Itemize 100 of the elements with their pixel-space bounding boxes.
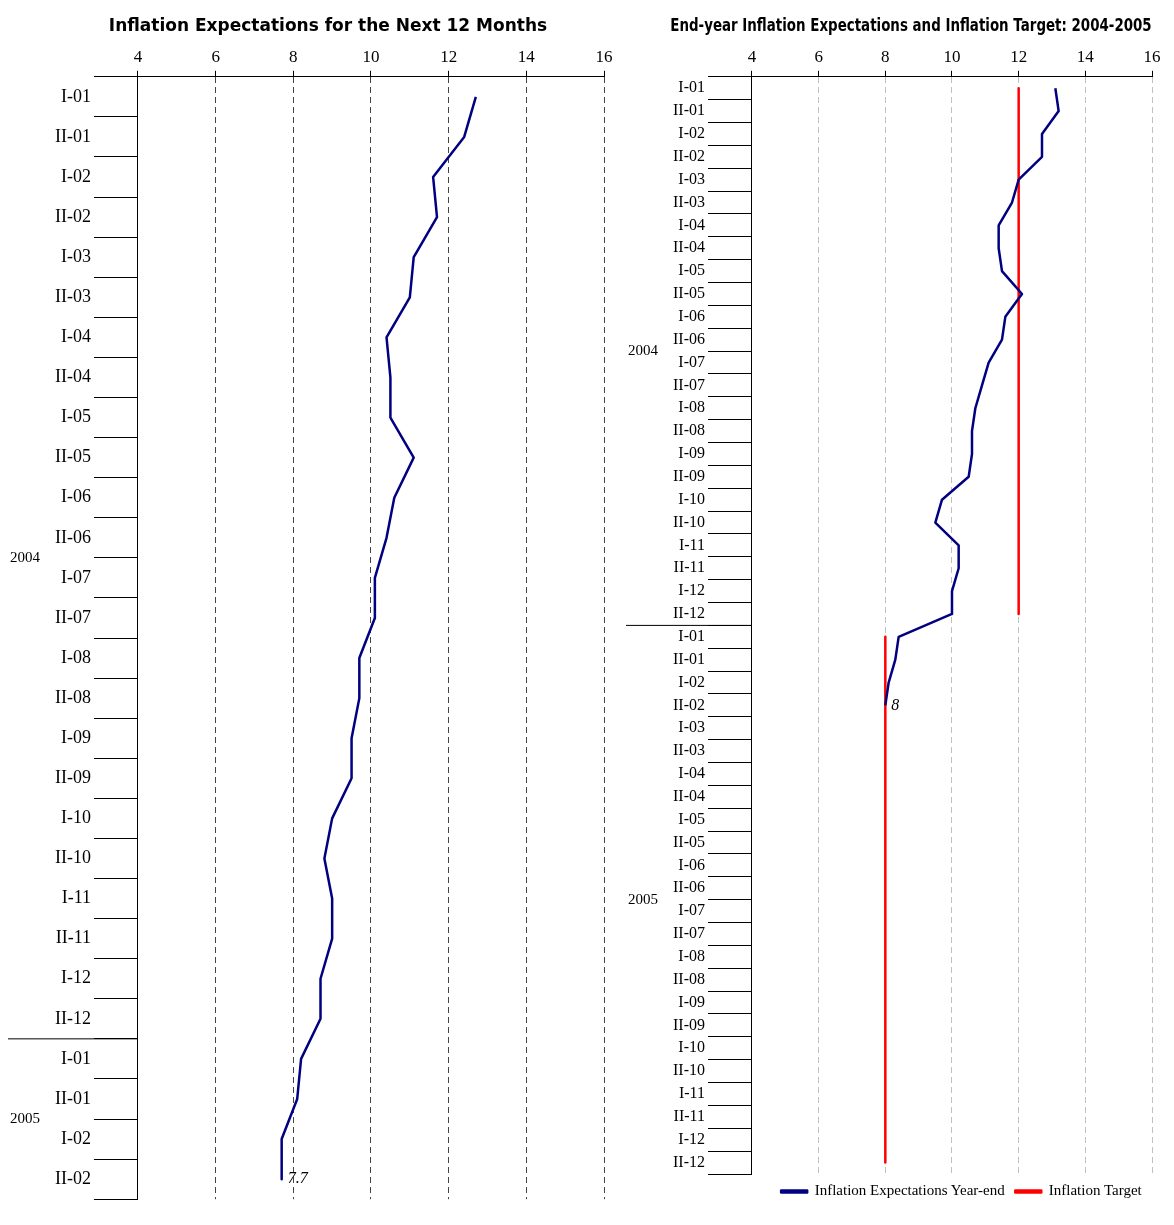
y-tick-label: I-04 bbox=[60, 326, 91, 347]
y-tick-label: I-02 bbox=[678, 672, 705, 690]
x-tick-label: 6 bbox=[814, 47, 823, 67]
y-tick-label: I-08 bbox=[678, 398, 705, 416]
y-tick-label: II-06 bbox=[55, 526, 91, 547]
text: 2005 bbox=[628, 890, 658, 907]
y-tick-label: II-02 bbox=[673, 695, 705, 713]
y-tick-label: I-01 bbox=[60, 85, 91, 106]
legend-label: Inflation Expectations Year-end bbox=[814, 1182, 1006, 1199]
y-tick-label: II-01 bbox=[673, 101, 705, 119]
y-tick-label: II-06 bbox=[673, 878, 705, 896]
y-tick-label: II-10 bbox=[673, 512, 705, 530]
y-tick-label: II-03 bbox=[673, 741, 705, 759]
y-tick-label: I-08 bbox=[678, 947, 705, 965]
y-tick-label: II-08 bbox=[673, 969, 705, 987]
y-tick-label: I-01 bbox=[678, 627, 705, 645]
x-tick-label: 14 bbox=[517, 47, 536, 67]
y-tick-label: II-05 bbox=[55, 446, 91, 467]
y-tick-label: I-10 bbox=[678, 1038, 705, 1056]
y-tick-label: I-09 bbox=[60, 726, 91, 747]
data-label: 7.7 bbox=[287, 1169, 309, 1187]
y-tick-label: II-08 bbox=[673, 421, 705, 439]
y-tick-label: II-12 bbox=[673, 604, 705, 622]
y-tick-label: II-03 bbox=[55, 286, 91, 307]
y-tick-label: II-04 bbox=[673, 238, 705, 256]
x-tick-label: 6 bbox=[211, 47, 220, 67]
y-tick-label: I-09 bbox=[678, 992, 705, 1010]
y-tick-label: I-04 bbox=[678, 764, 705, 782]
y-tick-label: II-09 bbox=[55, 767, 91, 788]
y-tick-label: I-07 bbox=[678, 352, 705, 370]
y-tick-label: I-07 bbox=[60, 566, 91, 587]
y-tick-label: II-04 bbox=[55, 366, 91, 387]
y-tick-label: I-02 bbox=[60, 1127, 91, 1148]
y-tick-label: I-02 bbox=[60, 165, 91, 186]
y-tick-label: II-02 bbox=[55, 1167, 91, 1188]
y-tick-label: I-06 bbox=[678, 855, 705, 873]
y-tick-label: I-07 bbox=[678, 901, 705, 919]
x-tick-label: 8 bbox=[289, 47, 298, 67]
y-tick-label: I-05 bbox=[678, 809, 705, 827]
y-tick-label: II-12 bbox=[673, 1152, 705, 1170]
y-tick-label: II-09 bbox=[673, 1015, 705, 1033]
x-tick-label: 10 bbox=[943, 47, 961, 67]
y-tick-label: I-03 bbox=[60, 245, 91, 266]
y-tick-label: II-04 bbox=[673, 787, 705, 805]
y-tick-label: II-06 bbox=[673, 329, 705, 347]
y-tick-label: I-05 bbox=[678, 261, 705, 279]
y-tick-label: II-12 bbox=[55, 1007, 91, 1028]
y-tick-label: I-12 bbox=[60, 967, 91, 988]
y-tick-label: I-11 bbox=[61, 887, 91, 908]
x-tick-label: 12 bbox=[440, 47, 458, 67]
y-tick-label: I-08 bbox=[60, 646, 91, 667]
x-tick-label: 8 bbox=[881, 47, 890, 67]
y-tick-label: II-02 bbox=[55, 205, 91, 226]
y-tick-label: I-03 bbox=[678, 169, 705, 187]
y-tick-label: I-12 bbox=[678, 1129, 705, 1147]
y-tick-label: II-11 bbox=[55, 927, 91, 948]
y-tick-label: I-11 bbox=[678, 1084, 705, 1102]
x-tick-label: 4 bbox=[747, 47, 757, 67]
y-tick-label: II-10 bbox=[55, 847, 91, 868]
data-label: 8 bbox=[891, 695, 900, 713]
y-tick-label: I-01 bbox=[678, 78, 705, 96]
chart-title: Inflation Expectations for the Next 12 Months bbox=[108, 14, 548, 35]
y-tick-label: II-10 bbox=[673, 1061, 705, 1079]
y-tick-label: II-03 bbox=[673, 192, 705, 210]
y-tick-label: II-05 bbox=[673, 284, 705, 302]
y-tick-label: II-01 bbox=[55, 1087, 91, 1108]
y-tick-label: I-11 bbox=[678, 535, 705, 553]
x-tick-label: 12 bbox=[1010, 47, 1028, 67]
y-tick-label: I-06 bbox=[678, 307, 705, 325]
y-tick-label: II-09 bbox=[673, 467, 705, 485]
x-tick-label: 10 bbox=[362, 47, 380, 67]
text: 2004 bbox=[10, 548, 41, 565]
y-tick-label: II-01 bbox=[673, 649, 705, 667]
x-tick-label: 16 bbox=[1143, 47, 1161, 67]
y-tick-label: I-06 bbox=[60, 486, 91, 507]
text: 2005 bbox=[10, 1109, 40, 1126]
y-tick-label: II-11 bbox=[673, 1107, 705, 1125]
y-tick-label: I-02 bbox=[678, 124, 705, 142]
y-tick-label: I-04 bbox=[678, 215, 705, 233]
y-tick-label: I-10 bbox=[678, 489, 705, 507]
x-tick-label: 14 bbox=[1076, 47, 1095, 67]
y-tick-label: I-05 bbox=[60, 406, 91, 427]
y-tick-label: II-01 bbox=[55, 125, 91, 146]
y-tick-label: I-01 bbox=[60, 1047, 91, 1068]
y-tick-label: II-08 bbox=[55, 686, 91, 707]
x-tick-label: 16 bbox=[595, 47, 613, 67]
y-tick-label: II-02 bbox=[673, 147, 705, 165]
y-tick-label: II-07 bbox=[673, 924, 705, 942]
legend-label: Inflation Target bbox=[1048, 1182, 1143, 1199]
y-tick-label: II-11 bbox=[673, 558, 705, 576]
chart-title: End-year Inflation Expectations and Inflation Target: 2004-2005 bbox=[670, 15, 1152, 36]
y-tick-label: II-07 bbox=[673, 375, 705, 393]
y-tick-label: I-10 bbox=[60, 807, 91, 828]
y-tick-label: II-05 bbox=[673, 832, 705, 850]
y-tick-label: I-03 bbox=[678, 718, 705, 736]
text: 2004 bbox=[628, 342, 659, 359]
x-tick-label: 4 bbox=[133, 47, 143, 67]
y-tick-label: I-12 bbox=[678, 581, 705, 599]
y-tick-label: I-09 bbox=[678, 444, 705, 462]
y-tick-label: II-07 bbox=[55, 606, 91, 627]
